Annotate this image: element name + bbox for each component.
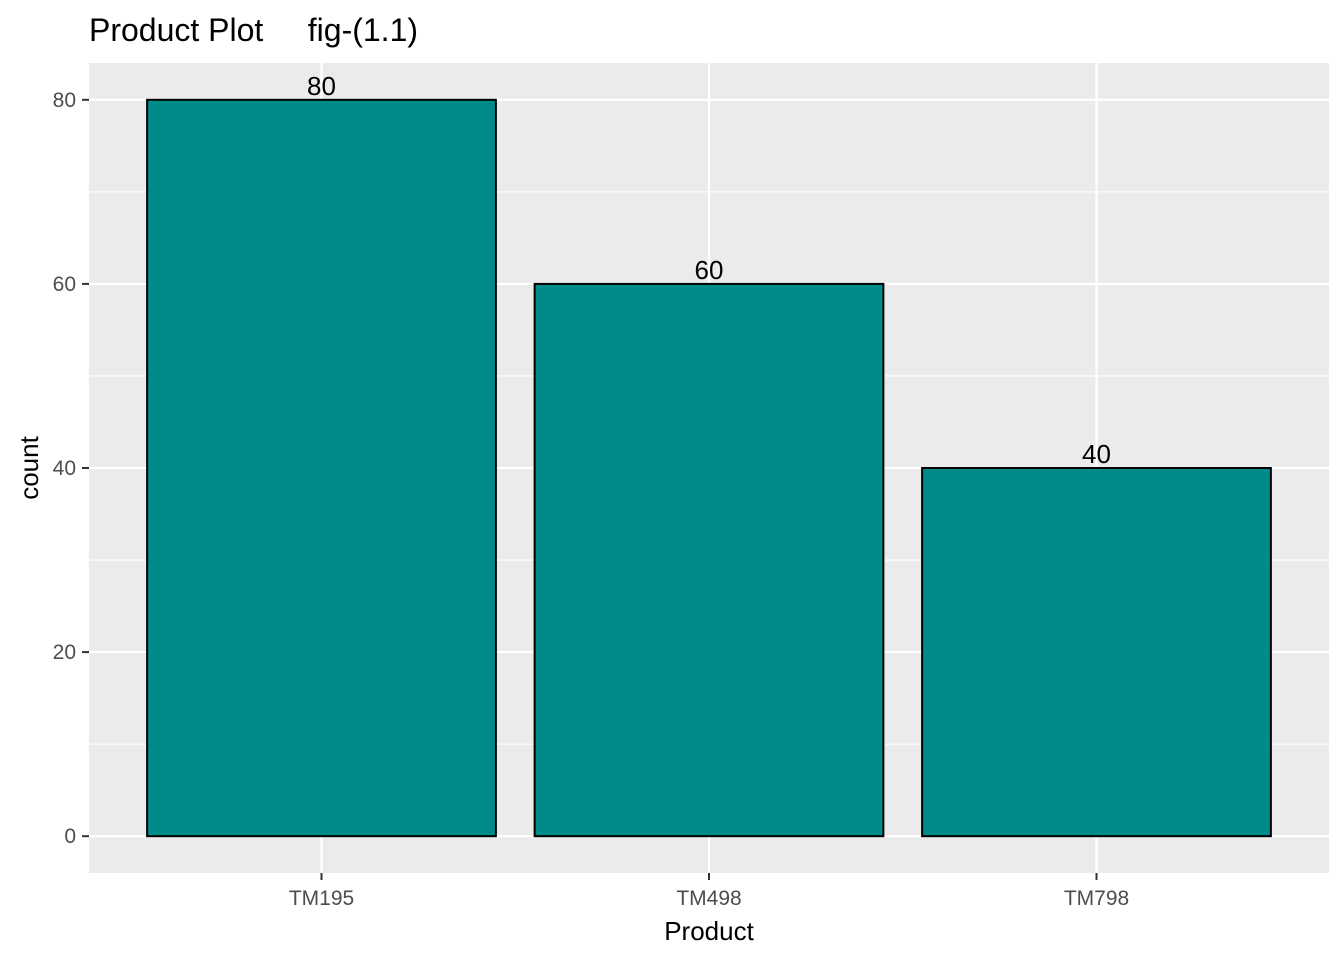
bar-tm498 — [533, 282, 885, 838]
y-tick-label: 0 — [64, 825, 76, 848]
y-tick-label: 40 — [53, 457, 76, 480]
y-tick-label: 20 — [53, 641, 76, 664]
data-label-tm798: 40 — [1082, 439, 1111, 469]
bars — [146, 98, 1272, 838]
data-labels: 80 60 40 — [307, 71, 1111, 469]
x-axis-title: Product — [664, 916, 754, 946]
y-tick-label: 80 — [53, 89, 76, 112]
x-axis: TM195 TM498 TM798 — [289, 873, 1129, 910]
x-tick-label: TM798 — [1064, 887, 1129, 910]
chart-title: Product Plot fig-(1.1) — [89, 12, 418, 48]
y-axis-title: count — [14, 435, 44, 499]
x-tick-label: TM498 — [676, 887, 741, 910]
y-axis: 0 20 40 60 80 — [53, 89, 89, 848]
x-tick-label: TM195 — [289, 887, 354, 910]
data-label-tm195: 80 — [307, 71, 336, 101]
data-label-tm498: 60 — [695, 255, 724, 285]
y-tick-label: 60 — [53, 273, 76, 296]
bar-tm798 — [921, 467, 1272, 838]
bar-tm195 — [146, 98, 497, 838]
